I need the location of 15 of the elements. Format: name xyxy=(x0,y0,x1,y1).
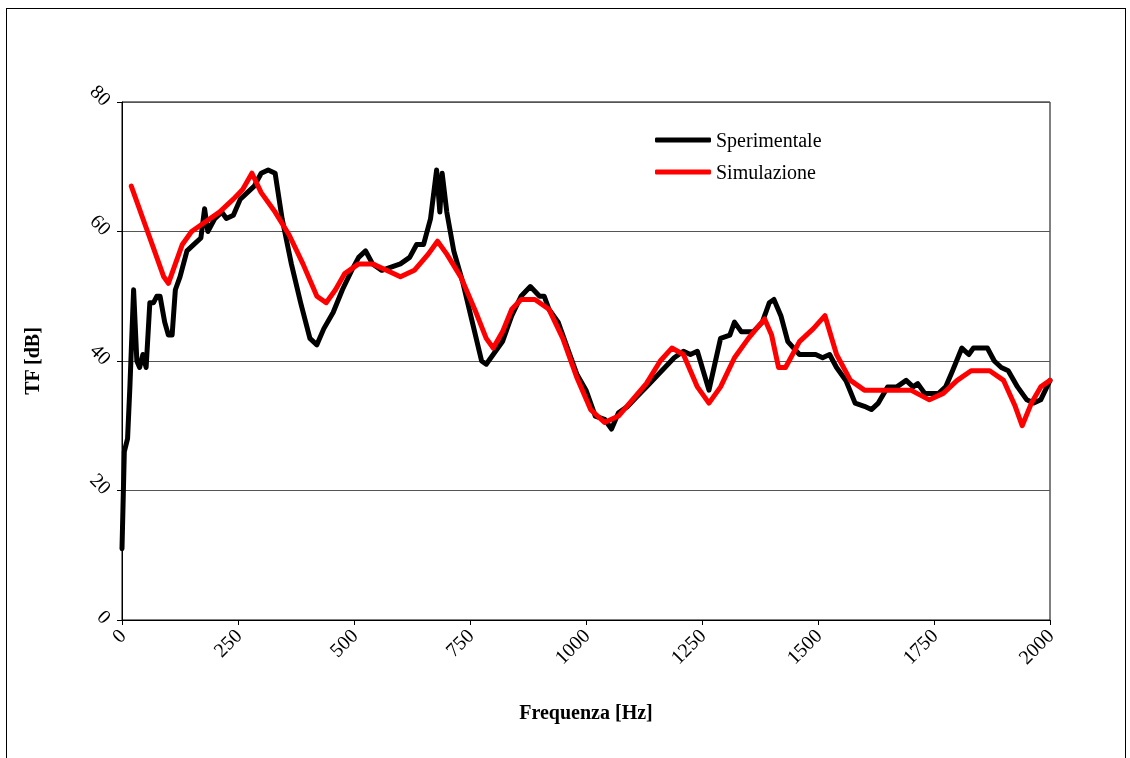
x-tick-label: 750 xyxy=(441,624,478,661)
y-tick-label: 40 xyxy=(86,339,116,369)
y-tick-label: 60 xyxy=(86,209,116,240)
y-tick-label: 80 xyxy=(86,80,116,110)
x-axis-title: Frequenza [Hz] xyxy=(519,701,653,724)
x-tick-label: 500 xyxy=(325,624,362,661)
x-tick-label: 1000 xyxy=(549,624,594,669)
y-tick-label: 20 xyxy=(86,468,116,499)
y-axis-title: TF [dB] xyxy=(21,327,43,395)
legend-label: Simulazione xyxy=(716,161,817,183)
x-tick-label: 250 xyxy=(209,624,246,661)
x-tick-label: 1250 xyxy=(665,624,710,669)
legend-label: Sperimentale xyxy=(716,129,822,152)
x-tick-label: 1750 xyxy=(897,624,942,669)
x-tick-label: 1500 xyxy=(781,624,826,669)
